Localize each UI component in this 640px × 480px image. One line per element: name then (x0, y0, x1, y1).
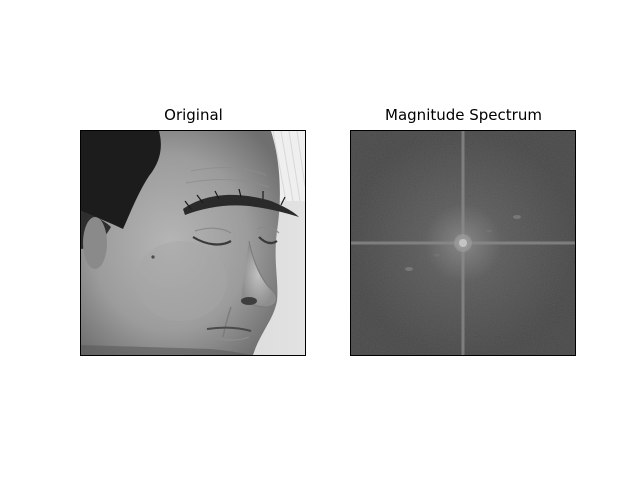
background-stripes (272, 131, 305, 202)
panel-title-original: Original (164, 106, 223, 124)
spectrum-image-frame (350, 130, 576, 356)
magnitude-spectrum-image (351, 131, 575, 355)
original-image-frame (80, 130, 306, 356)
spectrum-dc-peak (459, 239, 467, 247)
original-face-image (81, 131, 305, 355)
panel-title-magnitude-spectrum: Magnitude Spectrum (385, 106, 542, 124)
